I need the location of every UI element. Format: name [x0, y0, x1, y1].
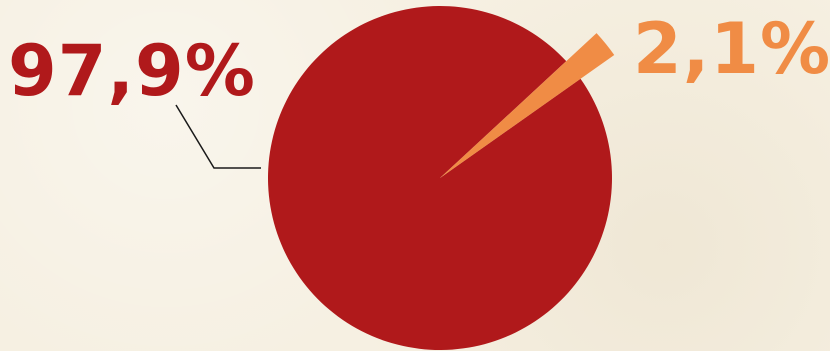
- pie-slices: [267, 5, 615, 350]
- pie-slice-major: [267, 5, 612, 350]
- pie-label-major: 97,9%: [8, 30, 256, 112]
- pie-label-minor: 2,1%: [633, 8, 830, 90]
- leader-line-major: [175, 104, 261, 169]
- pie-slice-minor: [440, 33, 615, 178]
